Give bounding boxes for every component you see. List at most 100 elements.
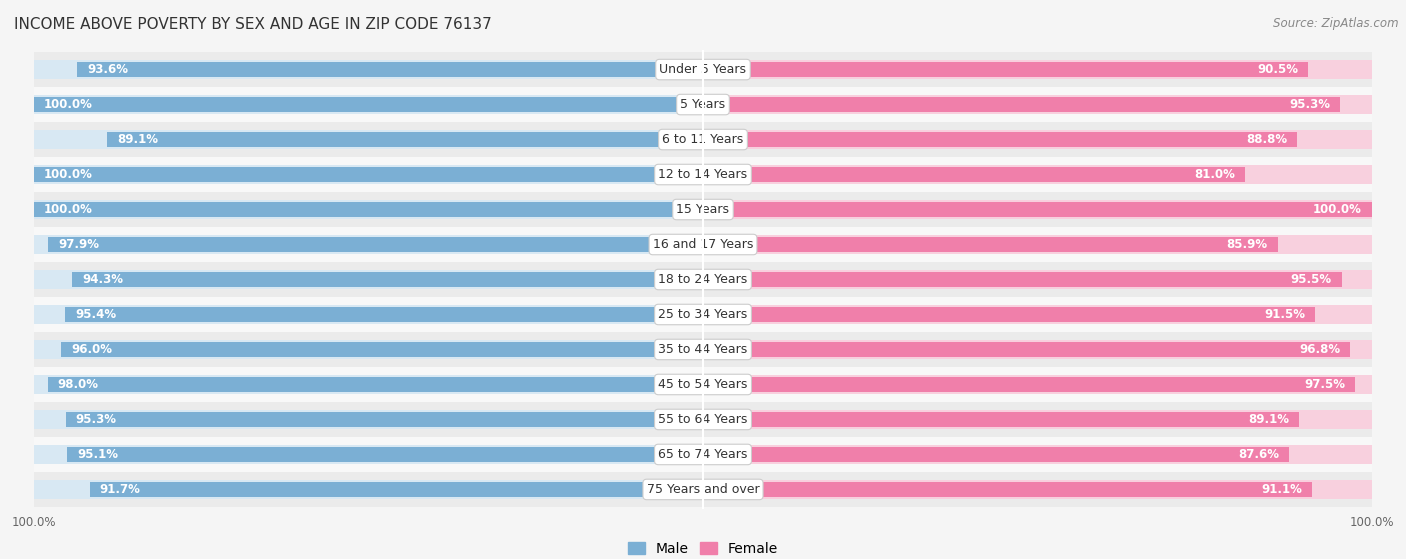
Bar — [703, 235, 1372, 254]
Bar — [34, 480, 703, 499]
Bar — [90, 481, 703, 498]
Bar — [34, 60, 703, 79]
Bar — [34, 472, 1372, 507]
Text: 25 to 34 Years: 25 to 34 Years — [658, 308, 748, 321]
Bar — [703, 480, 1372, 499]
Text: 85.9%: 85.9% — [1226, 238, 1268, 251]
Bar — [34, 367, 1372, 402]
Text: 55 to 64 Years: 55 to 64 Years — [658, 413, 748, 426]
Bar — [703, 410, 1372, 429]
Bar — [703, 342, 1351, 357]
Bar — [703, 130, 1372, 149]
Bar — [34, 130, 703, 149]
Text: 87.6%: 87.6% — [1237, 448, 1279, 461]
Bar — [34, 305, 703, 324]
Bar — [34, 122, 1372, 157]
Text: 100.0%: 100.0% — [1313, 203, 1362, 216]
Bar — [703, 272, 1341, 287]
Text: 95.3%: 95.3% — [76, 413, 117, 426]
Text: 94.3%: 94.3% — [83, 273, 124, 286]
Text: 95.4%: 95.4% — [75, 308, 117, 321]
Bar — [703, 61, 1309, 78]
Text: 91.1%: 91.1% — [1261, 483, 1302, 496]
Legend: Male, Female: Male, Female — [623, 536, 783, 559]
Bar — [703, 165, 1372, 184]
Text: 12 to 14 Years: 12 to 14 Years — [658, 168, 748, 181]
Text: 100.0%: 100.0% — [44, 98, 93, 111]
Text: 91.5%: 91.5% — [1264, 308, 1305, 321]
Bar — [107, 132, 703, 148]
Text: 96.0%: 96.0% — [70, 343, 112, 356]
Text: Source: ZipAtlas.com: Source: ZipAtlas.com — [1274, 17, 1399, 30]
Text: 91.7%: 91.7% — [100, 483, 141, 496]
Bar — [34, 375, 703, 394]
Bar — [34, 332, 1372, 367]
Bar — [34, 157, 1372, 192]
Bar — [34, 202, 703, 217]
Bar — [703, 97, 1340, 112]
Bar — [703, 202, 1372, 217]
Bar — [703, 445, 1372, 464]
Text: INCOME ABOVE POVERTY BY SEX AND AGE IN ZIP CODE 76137: INCOME ABOVE POVERTY BY SEX AND AGE IN Z… — [14, 17, 492, 32]
Bar — [67, 447, 703, 462]
Bar — [703, 95, 1372, 114]
Bar — [703, 270, 1372, 289]
Text: 89.1%: 89.1% — [117, 133, 157, 146]
Bar — [703, 167, 1244, 182]
Bar — [34, 95, 703, 114]
Bar — [34, 410, 703, 429]
Bar — [703, 481, 1312, 498]
Bar — [34, 235, 703, 254]
Bar — [703, 236, 1278, 252]
Text: 18 to 24 Years: 18 to 24 Years — [658, 273, 748, 286]
Text: 35 to 44 Years: 35 to 44 Years — [658, 343, 748, 356]
Text: 15 Years: 15 Years — [676, 203, 730, 216]
Text: 45 to 54 Years: 45 to 54 Years — [658, 378, 748, 391]
Text: 95.1%: 95.1% — [77, 448, 118, 461]
Text: 6 to 11 Years: 6 to 11 Years — [662, 133, 744, 146]
Bar — [48, 377, 703, 392]
Bar — [34, 340, 703, 359]
Bar — [34, 227, 1372, 262]
Bar — [65, 307, 703, 323]
Bar — [703, 60, 1372, 79]
Bar — [34, 270, 703, 289]
Text: 90.5%: 90.5% — [1257, 63, 1298, 76]
Bar — [34, 52, 1372, 87]
Text: 93.6%: 93.6% — [87, 63, 128, 76]
Text: 88.8%: 88.8% — [1246, 133, 1286, 146]
Bar — [703, 305, 1372, 324]
Text: 98.0%: 98.0% — [58, 378, 98, 391]
Bar — [34, 97, 703, 112]
Text: 96.8%: 96.8% — [1299, 343, 1340, 356]
Bar — [703, 375, 1372, 394]
Text: 81.0%: 81.0% — [1194, 168, 1234, 181]
Text: 95.5%: 95.5% — [1291, 273, 1331, 286]
Text: 75 Years and over: 75 Years and over — [647, 483, 759, 496]
Bar — [703, 340, 1372, 359]
Bar — [703, 132, 1296, 148]
Bar — [34, 200, 703, 219]
Bar — [34, 437, 1372, 472]
Text: 95.3%: 95.3% — [1289, 98, 1330, 111]
Bar — [34, 445, 703, 464]
Bar — [34, 402, 1372, 437]
Bar — [703, 307, 1315, 323]
Bar — [34, 87, 1372, 122]
Text: 97.5%: 97.5% — [1305, 378, 1346, 391]
Bar — [703, 377, 1355, 392]
Bar — [34, 297, 1372, 332]
Bar — [703, 411, 1299, 427]
Bar — [72, 272, 703, 287]
Bar — [34, 262, 1372, 297]
Bar — [34, 192, 1372, 227]
Text: 16 and 17 Years: 16 and 17 Years — [652, 238, 754, 251]
Text: 89.1%: 89.1% — [1249, 413, 1289, 426]
Text: 5 Years: 5 Years — [681, 98, 725, 111]
Bar — [34, 165, 703, 184]
Bar — [703, 200, 1372, 219]
Text: 100.0%: 100.0% — [44, 203, 93, 216]
Text: 100.0%: 100.0% — [44, 168, 93, 181]
Bar — [60, 342, 703, 357]
Text: 65 to 74 Years: 65 to 74 Years — [658, 448, 748, 461]
